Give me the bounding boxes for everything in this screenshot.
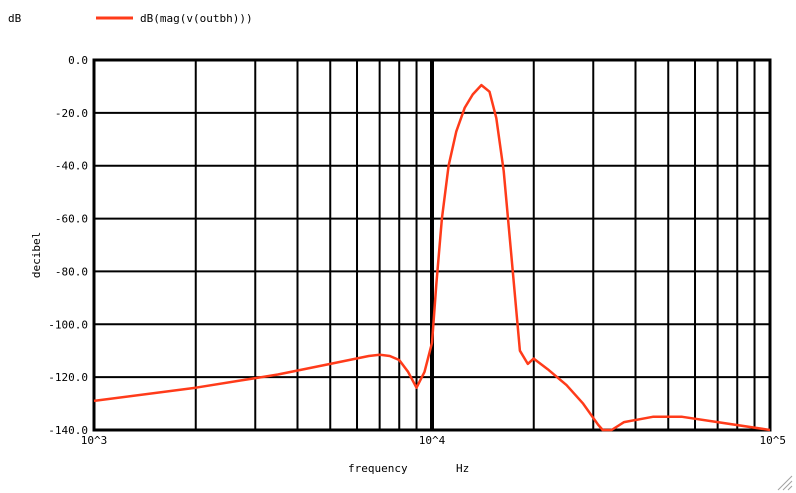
- y-unit-label: dB: [8, 12, 22, 25]
- x-axis-label: frequency: [348, 462, 408, 475]
- y-tick-label: -20.0: [55, 107, 88, 120]
- x-tick-label: 10^5: [760, 434, 787, 447]
- x-tick-label: 10^4: [419, 434, 446, 447]
- resize-grip-icon[interactable]: [777, 475, 793, 491]
- y-axis-label: decibel: [30, 232, 43, 278]
- x-axis-ticks: 10^3 10^4 10^5: [81, 434, 786, 447]
- y-tick-label: -40.0: [55, 160, 88, 173]
- y-tick-label: -120.0: [48, 371, 88, 384]
- x-axis-unit: Hz: [456, 462, 469, 475]
- series-layer: [93, 83, 771, 432]
- y-tick-label: -80.0: [55, 265, 88, 278]
- series-line: [93, 83, 771, 432]
- y-tick-label: -60.0: [55, 213, 88, 226]
- plot-grid: [94, 60, 770, 430]
- y-axis-ticks: 0.0 -20.0 -40.0 -60.0 -80.0 -100.0 -120.0 -140.…: [48, 54, 88, 437]
- legend-label: dB(mag(v(outbh))): [140, 12, 253, 25]
- y-tick-label: -140.0: [48, 424, 88, 437]
- plot-frame: [92, 58, 772, 432]
- x-tick-label: 10^3: [81, 434, 108, 447]
- y-tick-label: 0.0: [68, 54, 88, 67]
- y-tick-label: -100.0: [48, 318, 88, 331]
